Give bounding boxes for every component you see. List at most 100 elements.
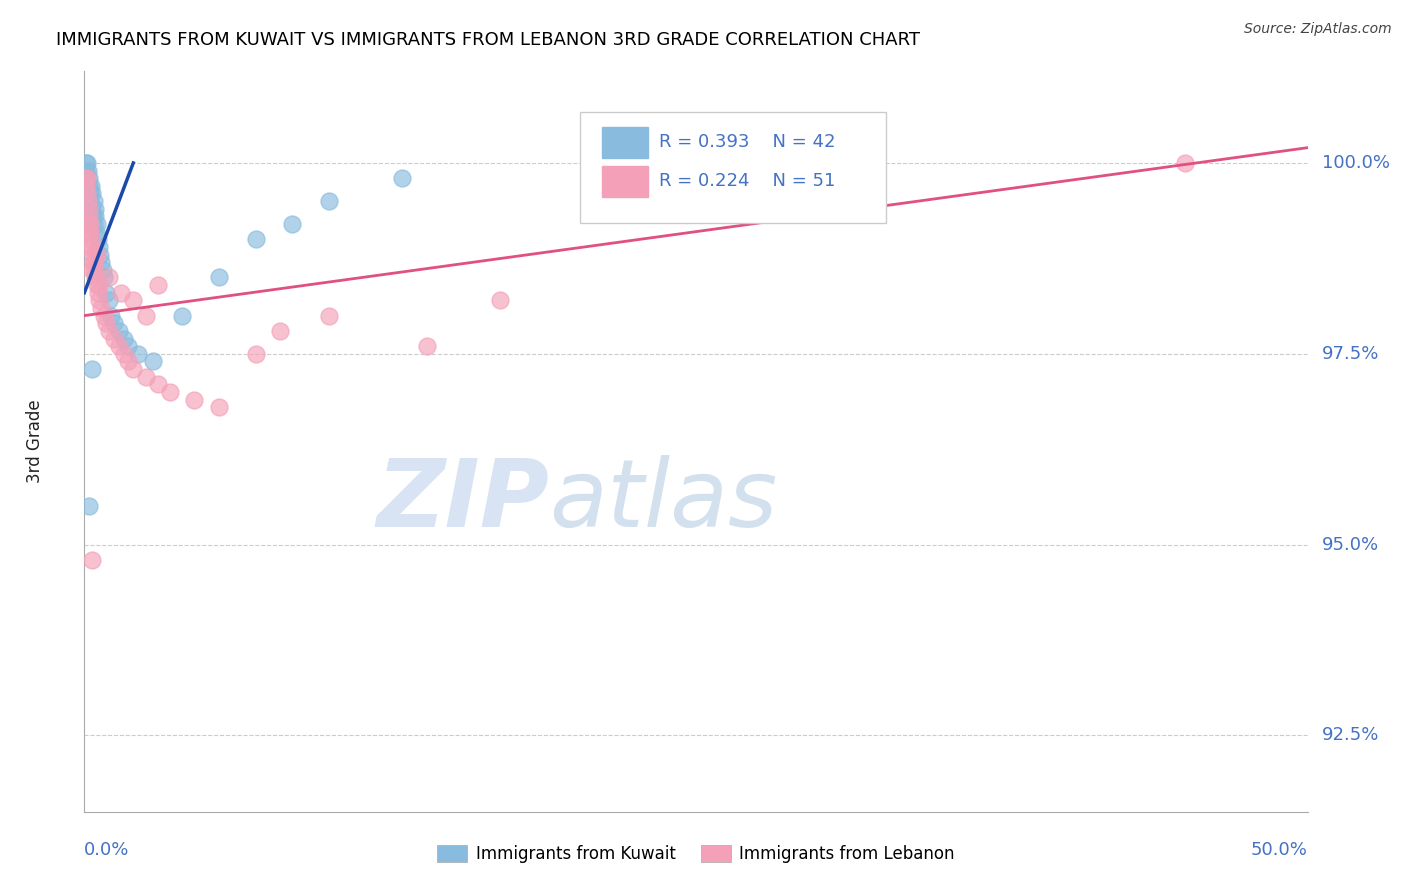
Text: R = 0.393    N = 42: R = 0.393 N = 42 [659, 133, 835, 151]
Point [135, 309, 157, 323]
Point [79, 217, 101, 231]
Point [77, 210, 100, 224]
Text: 3rd Grade: 3rd Grade [27, 400, 45, 483]
Point [75, 156, 97, 170]
Point [86, 217, 108, 231]
Point [318, 309, 340, 323]
Point [82, 247, 104, 261]
Text: Source: ZipAtlas.com: Source: ZipAtlas.com [1244, 22, 1392, 37]
Point [127, 347, 149, 361]
Point [76, 171, 98, 186]
FancyBboxPatch shape [602, 166, 648, 197]
Point [87, 293, 110, 308]
Point [107, 324, 129, 338]
Point [87, 285, 110, 300]
Point [107, 339, 129, 353]
Point [80, 362, 103, 376]
Point [117, 339, 139, 353]
Point [77, 217, 100, 231]
Point [83, 262, 105, 277]
Point [91, 262, 114, 277]
Point [135, 369, 157, 384]
Point [1174, 156, 1197, 170]
Point [90, 255, 112, 269]
Point [97, 324, 120, 338]
Text: 50.0%: 50.0% [1251, 841, 1308, 859]
Text: IMMIGRANTS FROM KUWAIT VS IMMIGRANTS FROM LEBANON 3RD GRADE CORRELATION CHART: IMMIGRANTS FROM KUWAIT VS IMMIGRANTS FRO… [56, 31, 921, 49]
Point [77, 194, 100, 208]
Point [79, 186, 101, 201]
Point [77, 178, 100, 193]
Point [281, 217, 304, 231]
Point [83, 194, 105, 208]
Point [77, 225, 100, 239]
Point [172, 309, 194, 323]
Point [87, 240, 110, 254]
Point [75, 171, 97, 186]
Point [318, 194, 340, 208]
Point [112, 347, 135, 361]
FancyBboxPatch shape [602, 127, 648, 158]
Point [75, 163, 97, 178]
Point [146, 377, 169, 392]
Point [93, 309, 115, 323]
Text: 95.0%: 95.0% [1322, 535, 1379, 554]
Point [89, 247, 111, 261]
Point [269, 324, 291, 338]
Point [77, 202, 100, 216]
Point [82, 186, 104, 201]
Text: ZIP: ZIP [377, 455, 550, 547]
Point [391, 171, 413, 186]
Text: 100.0%: 100.0% [1322, 154, 1391, 172]
Point [97, 293, 120, 308]
Point [80, 553, 103, 567]
Text: 92.5%: 92.5% [1322, 726, 1379, 745]
Point [86, 278, 108, 293]
Text: R = 0.224    N = 51: R = 0.224 N = 51 [659, 172, 835, 190]
Point [83, 255, 105, 269]
Point [80, 178, 103, 193]
Point [87, 232, 110, 246]
Point [79, 225, 101, 239]
Point [489, 293, 512, 308]
Point [416, 339, 439, 353]
Point [80, 202, 103, 216]
Point [83, 202, 105, 216]
Point [100, 309, 122, 323]
Point [122, 293, 145, 308]
Point [93, 270, 115, 285]
Point [112, 331, 135, 345]
Point [80, 262, 103, 277]
Point [208, 400, 231, 414]
Point [84, 225, 107, 239]
Point [103, 316, 125, 330]
Point [110, 285, 132, 300]
Point [79, 240, 101, 254]
Point [142, 354, 165, 368]
Point [208, 270, 231, 285]
Point [79, 194, 101, 208]
Point [82, 255, 104, 269]
Point [245, 232, 267, 246]
Point [159, 384, 181, 399]
Legend: Immigrants from Kuwait, Immigrants from Lebanon: Immigrants from Kuwait, Immigrants from … [430, 838, 962, 870]
Point [75, 178, 97, 193]
Point [80, 240, 103, 254]
Point [77, 500, 100, 514]
Text: 97.5%: 97.5% [1322, 345, 1379, 363]
Point [77, 171, 100, 186]
Point [82, 210, 104, 224]
Point [87, 278, 110, 293]
Point [76, 171, 98, 186]
Point [96, 285, 118, 300]
Point [96, 316, 118, 330]
Point [77, 163, 100, 178]
Point [86, 247, 108, 261]
Point [183, 392, 205, 407]
Point [83, 217, 105, 231]
Text: 0.0%: 0.0% [84, 841, 129, 859]
Point [84, 270, 107, 285]
Point [80, 232, 103, 246]
Point [76, 186, 98, 201]
Point [90, 301, 112, 315]
